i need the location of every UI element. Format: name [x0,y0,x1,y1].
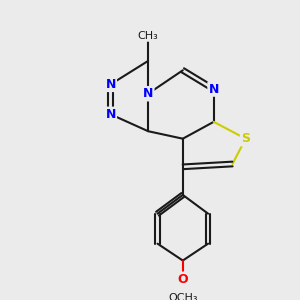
Text: S: S [241,132,250,145]
Text: N: N [143,87,153,100]
Text: N: N [208,82,219,95]
Text: O: O [178,273,188,286]
Text: OCH₃: OCH₃ [168,293,197,300]
Text: N: N [106,108,116,121]
Text: CH₃: CH₃ [138,31,158,40]
Text: N: N [106,78,116,91]
